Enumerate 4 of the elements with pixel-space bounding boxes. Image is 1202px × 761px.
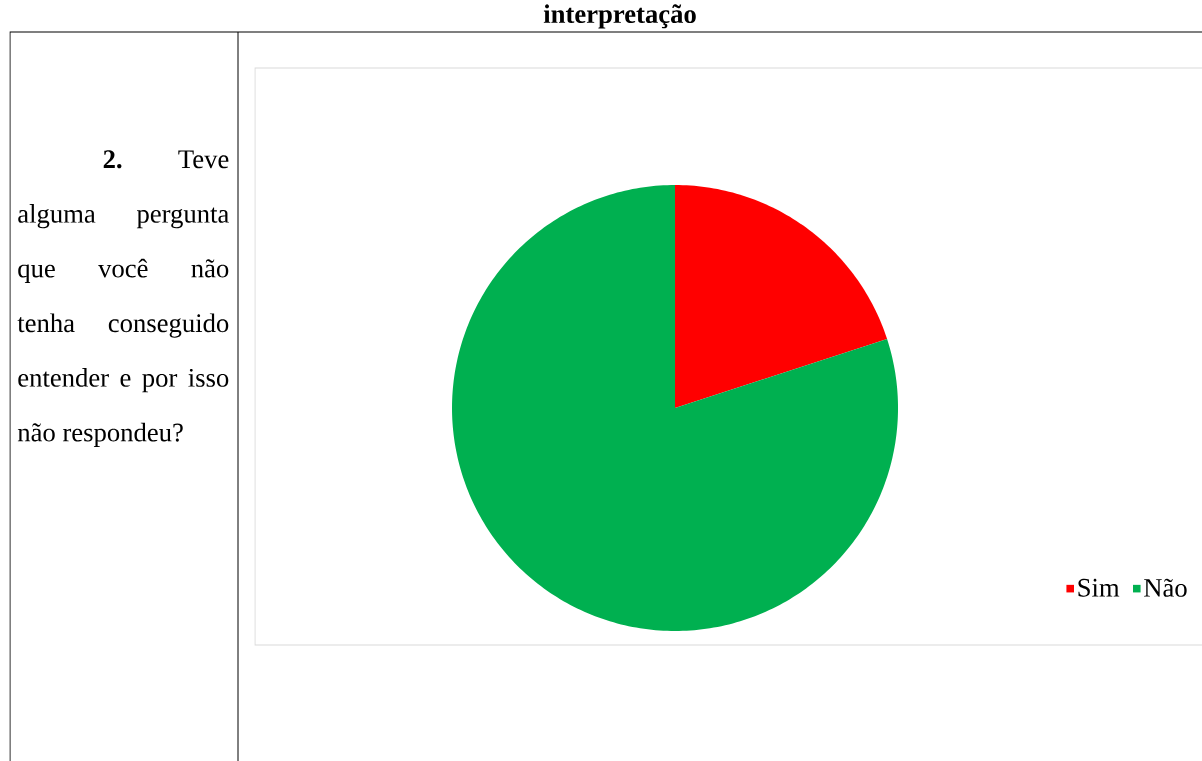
text: interpretação xyxy=(543,4,696,29)
legend-label: Não xyxy=(1144,578,1187,597)
text: 2. Teve alguma pergunta que você não tenha conseguido entender e por isso não respondeu? xyxy=(17,150,229,447)
legend-label: Sim xyxy=(1078,578,1120,597)
